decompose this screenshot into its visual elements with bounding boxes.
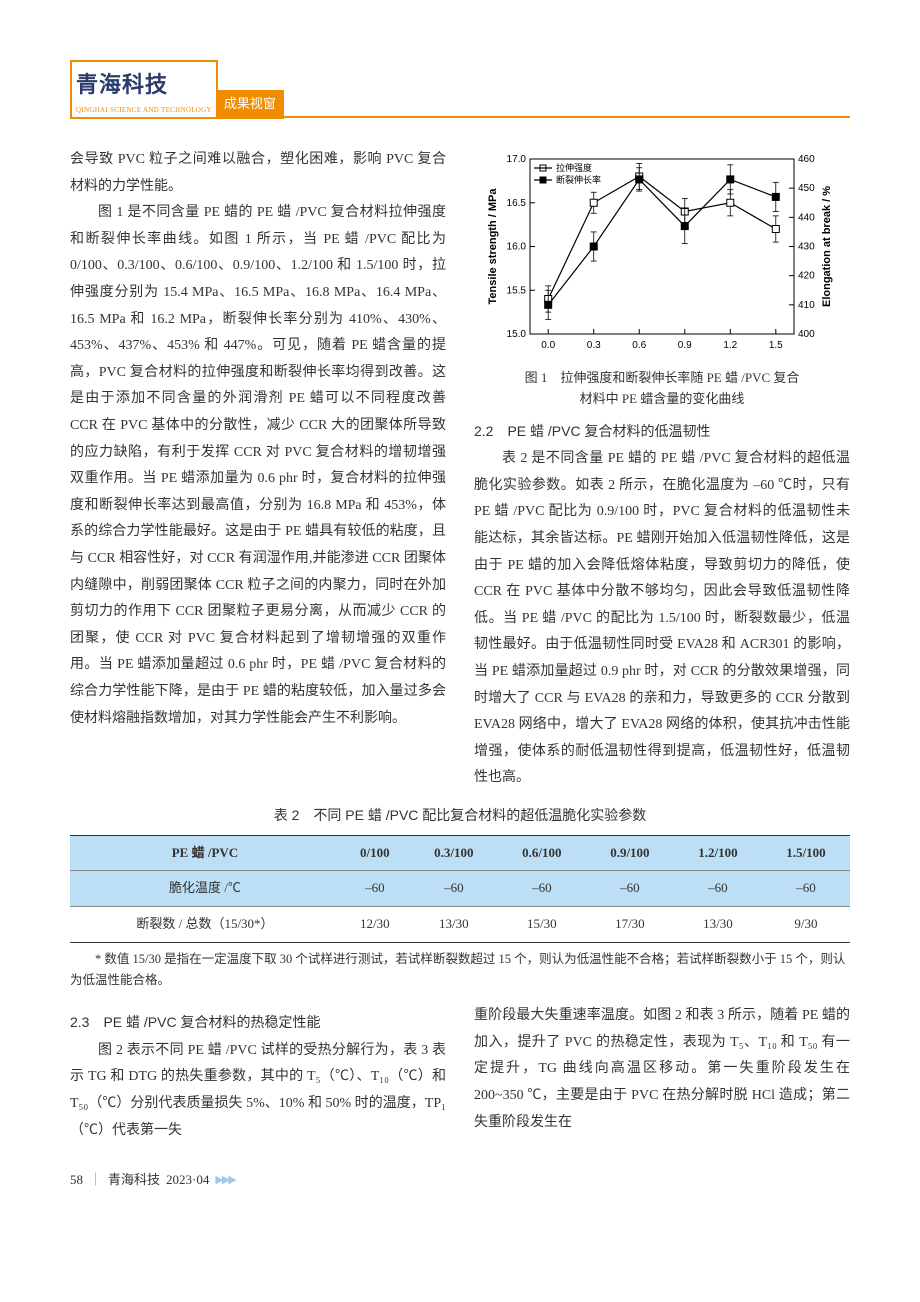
svg-text:16.0: 16.0 xyxy=(507,242,527,253)
caption-line2: 材料中 PE 蜡含量的变化曲线 xyxy=(580,391,745,406)
td: 12/30 xyxy=(340,906,410,942)
header-rule xyxy=(284,116,850,118)
right-column: 15.0 15.5 16.0 16.5 17.0 400 410 420 430 440 450 46… xyxy=(474,147,850,792)
table-row: 断裂数 / 总数（15/30*） 12/30 13/30 15/30 17/30… xyxy=(70,906,850,942)
footer-issue: 2023·04 xyxy=(166,1168,209,1193)
td: –60 xyxy=(586,871,674,907)
journal-name: 青海科技 xyxy=(76,72,168,97)
svg-text:450: 450 xyxy=(798,183,815,194)
page-footer: 58 ｜ 青海科技 2023·04 ▶▶▶ xyxy=(70,1168,850,1193)
td: –60 xyxy=(498,871,586,907)
table-row: 脆化温度 /℃ –60 –60 –60 –60 –60 –60 xyxy=(70,871,850,907)
sec-2-2-para: 表 2 是不同含量 PE 蜡的 PE 蜡 /PVC 复合材料的超低温脆化实验参数… xyxy=(474,446,850,792)
para-fig1: 图 1 是不同含量 PE 蜡的 PE 蜡 /PVC 复合材料拉伸强度和断裂伸长率… xyxy=(70,200,446,732)
svg-text:0.6: 0.6 xyxy=(632,340,646,351)
svg-text:拉伸强度: 拉伸强度 xyxy=(556,162,592,173)
td: –60 xyxy=(674,871,762,907)
svg-text:410: 410 xyxy=(798,300,815,311)
td-label: 断裂数 / 总数（15/30*） xyxy=(70,906,340,942)
svg-text:460: 460 xyxy=(798,154,815,165)
lower-right-column: 重阶段最大失重速率温度。如图 2 和表 3 所示，随着 PE 蜡的加入，提升了 … xyxy=(474,1003,850,1144)
sec-2-3-para-right: 重阶段最大失重速率温度。如图 2 和表 3 所示，随着 PE 蜡的加入，提升了 … xyxy=(474,1003,850,1136)
td: 15/30 xyxy=(498,906,586,942)
svg-text:430: 430 xyxy=(798,242,815,253)
td: –60 xyxy=(340,871,410,907)
journal-name-en: QINGHAI SCIENCE AND TECHNOLOGY xyxy=(76,104,212,117)
svg-text:0.0: 0.0 xyxy=(541,340,555,351)
table-2: PE 蜡 /PVC 0/100 0.3/100 0.6/100 0.9/100 … xyxy=(70,835,850,943)
td: –60 xyxy=(762,871,850,907)
lower-left-column: 2.3 PE 蜡 /PVC 复合材料的热稳定性能 图 2 表示不同 PE 蜡 /… xyxy=(70,1003,446,1144)
td-label: 脆化温度 /℃ xyxy=(70,871,340,907)
td: –60 xyxy=(410,871,498,907)
sec-2-3-title: 2.3 PE 蜡 /PVC 复合材料的热稳定性能 xyxy=(70,1009,446,1036)
svg-text:400: 400 xyxy=(798,329,815,340)
td: 13/30 xyxy=(674,906,762,942)
upper-columns: 会导致 PVC 粒子之间难以融合，塑化困难，影响 PVC 复合材料的力学性能。 … xyxy=(70,147,850,792)
svg-text:断裂伸长率: 断裂伸长率 xyxy=(556,174,601,185)
table-row: PE 蜡 /PVC 0/100 0.3/100 0.6/100 0.9/100 … xyxy=(70,835,850,871)
svg-text:1.5: 1.5 xyxy=(769,340,783,351)
footer-bar: ｜ xyxy=(89,1168,102,1193)
svg-text:420: 420 xyxy=(798,271,815,282)
th: 0.9/100 xyxy=(586,835,674,871)
svg-text:Tensile strength / MPa: Tensile strength / MPa xyxy=(487,188,499,305)
footer-journal: 青海科技 xyxy=(108,1168,160,1193)
left-column: 会导致 PVC 粒子之间难以融合，塑化困难，影响 PVC 复合材料的力学性能。 … xyxy=(70,147,446,792)
page-header: 青海科技 QINGHAI SCIENCE AND TECHNOLOGY 成果视窗 xyxy=(70,60,850,119)
svg-text:17.0: 17.0 xyxy=(507,154,527,165)
th: 0.3/100 xyxy=(410,835,498,871)
svg-text:16.5: 16.5 xyxy=(507,198,527,209)
td: 13/30 xyxy=(410,906,498,942)
table-2-note: * 数值 15/30 是指在一定温度下取 30 个试样进行测试，若试样断裂数超过… xyxy=(70,949,850,992)
td: 17/30 xyxy=(586,906,674,942)
th: 0/100 xyxy=(340,835,410,871)
triangle-icon: ▶▶▶ xyxy=(215,1170,234,1191)
th: 1.5/100 xyxy=(762,835,850,871)
svg-text:440: 440 xyxy=(798,212,815,223)
svg-text:15.5: 15.5 xyxy=(507,285,527,296)
td: 9/30 xyxy=(762,906,850,942)
th: 1.2/100 xyxy=(674,835,762,871)
svg-text:0.3: 0.3 xyxy=(587,340,601,351)
sec-2-2-title: 2.2 PE 蜡 /PVC 复合材料的低温韧性 xyxy=(474,418,850,445)
svg-text:15.0: 15.0 xyxy=(507,329,527,340)
th: 0.6/100 xyxy=(498,835,586,871)
lower-columns: 2.3 PE 蜡 /PVC 复合材料的热稳定性能 图 2 表示不同 PE 蜡 /… xyxy=(70,1003,850,1144)
figure-1-caption: 图 1 拉伸强度和断裂伸长率随 PE 蜡 /PVC 复合 材料中 PE 蜡含量的… xyxy=(474,368,850,410)
chart-svg: 15.0 15.5 16.0 16.5 17.0 400 410 420 430 440 450 46… xyxy=(482,147,842,362)
svg-text:Elongation at break / %: Elongation at break / % xyxy=(821,186,833,307)
column-tag: 成果视窗 xyxy=(216,90,284,119)
caption-line1: 图 1 拉伸强度和断裂伸长率随 PE 蜡 /PVC 复合 xyxy=(525,370,800,385)
svg-text:0.9: 0.9 xyxy=(678,340,692,351)
page-number: 58 xyxy=(70,1168,83,1193)
svg-text:1.2: 1.2 xyxy=(723,340,737,351)
table-2-caption: 表 2 不同 PE 蜡 /PVC 配比复合材料的超低温脆化实验参数 xyxy=(70,802,850,829)
sec-2-3-para-left: 图 2 表示不同 PE 蜡 /PVC 试样的受热分解行为，表 3 表示 TG 和… xyxy=(70,1038,446,1144)
journal-logo-box: 青海科技 QINGHAI SCIENCE AND TECHNOLOGY xyxy=(70,60,218,119)
th-label: PE 蜡 /PVC xyxy=(70,835,340,871)
para-cont: 会导致 PVC 粒子之间难以融合，塑化困难，影响 PVC 复合材料的力学性能。 xyxy=(70,147,446,200)
figure-1: 15.0 15.5 16.0 16.5 17.0 400 410 420 430 440 450 46… xyxy=(474,147,850,362)
